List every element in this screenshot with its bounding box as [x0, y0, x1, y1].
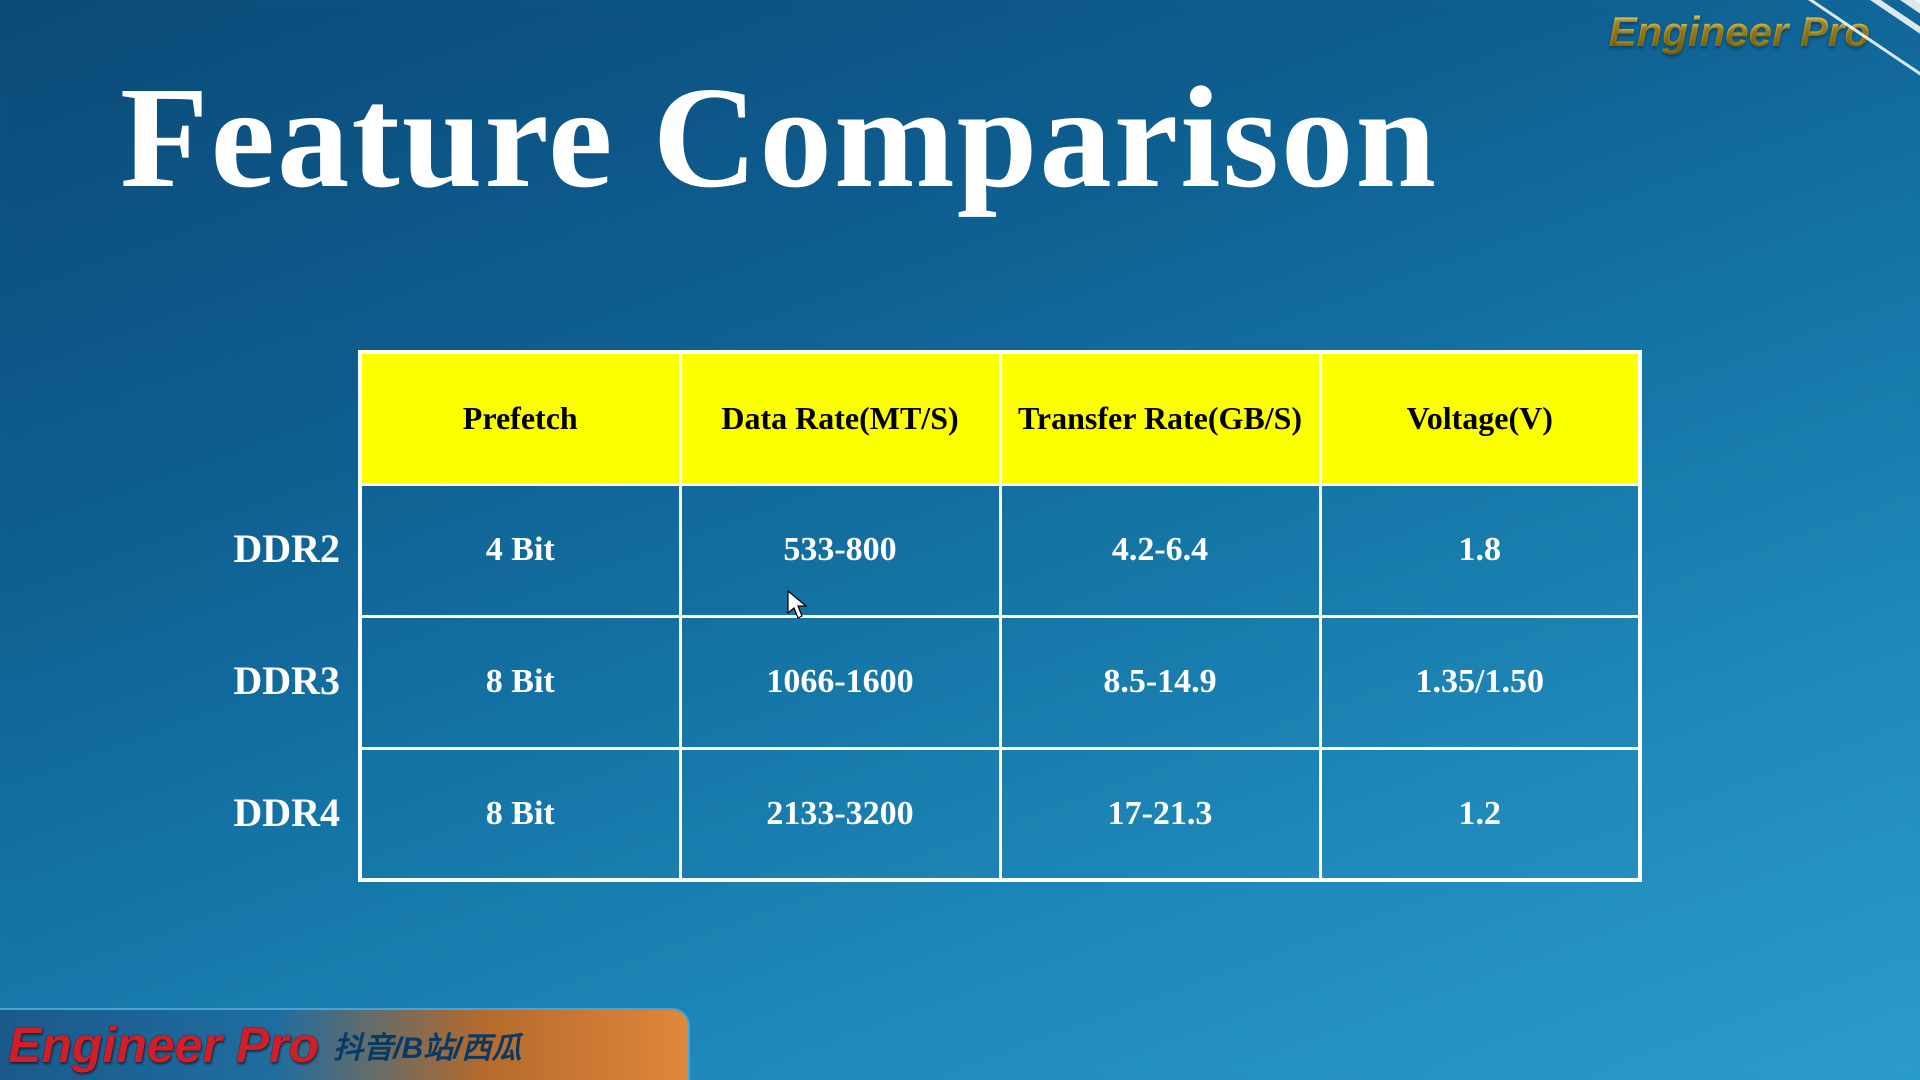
table-header-cell: Voltage(V) [1320, 352, 1640, 484]
comparison-table-wrap: DDR2DDR3DDR4 PrefetchData Rate(MT/S)Tran… [180, 350, 1642, 882]
table-cell: 1.35/1.50 [1320, 616, 1640, 748]
row-label: DDR4 [180, 746, 340, 878]
comparison-table: PrefetchData Rate(MT/S)Transfer Rate(GB/… [358, 350, 1642, 882]
row-label: DDR2 [180, 482, 340, 614]
table-cell: 4 Bit [360, 484, 680, 616]
table-cell: 8 Bit [360, 748, 680, 880]
table-cell: 8.5-14.9 [1000, 616, 1320, 748]
table-row: 4 Bit533-8004.2-6.41.8 [360, 484, 1640, 616]
lower-brand: Engineer Pro [8, 1016, 319, 1074]
table-row: 8 Bit2133-320017-21.31.2 [360, 748, 1640, 880]
page-title: Feature Comparison [120, 55, 1438, 221]
table-cell: 1066-1600 [680, 616, 1000, 748]
table-header-row: PrefetchData Rate(MT/S)Transfer Rate(GB/… [360, 352, 1640, 484]
table-row: 8 Bit1066-16008.5-14.91.35/1.50 [360, 616, 1640, 748]
brand-logo-top: Engineer Pro [1609, 8, 1870, 56]
table-header-cell: Prefetch [360, 352, 680, 484]
table-header-cell: Data Rate(MT/S) [680, 352, 1000, 484]
table-cell: 2133-3200 [680, 748, 1000, 880]
lower-banner: Engineer Pro 抖音/B站/西瓜 [0, 1008, 690, 1080]
table-body: 4 Bit533-8004.2-6.41.88 Bit1066-16008.5-… [360, 484, 1640, 880]
table-cell: 533-800 [680, 484, 1000, 616]
row-labels: DDR2DDR3DDR4 [180, 482, 340, 882]
table-cell: 17-21.3 [1000, 748, 1320, 880]
table-cell: 1.8 [1320, 484, 1640, 616]
lower-channels: 抖音/B站/西瓜 [333, 1023, 521, 1067]
table-cell: 4.2-6.4 [1000, 484, 1320, 616]
table-header-cell: Transfer Rate(GB/S) [1000, 352, 1320, 484]
table-cell: 1.2 [1320, 748, 1640, 880]
table-cell: 8 Bit [360, 616, 680, 748]
row-label: DDR3 [180, 614, 340, 746]
